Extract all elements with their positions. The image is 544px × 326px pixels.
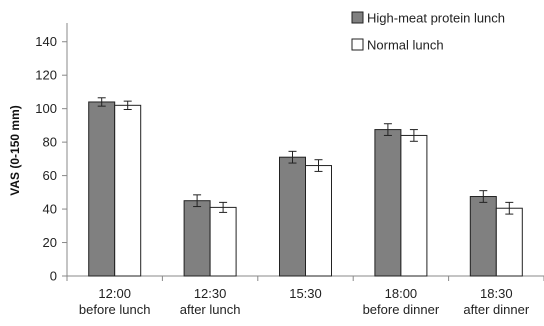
bar-normal — [495, 207, 523, 277]
legend-label: Normal lunch — [367, 38, 444, 53]
y-tick-label: 40 — [43, 202, 57, 217]
legend-label: High-meat protein lunch — [367, 11, 505, 26]
bar-normal — [400, 134, 428, 277]
y-tick-label: 20 — [43, 235, 57, 250]
x-tick-label: 18:00 — [385, 286, 418, 301]
y-axis: 0 20 40 60 80 100 120 140 — [35, 23, 68, 284]
x-tick-label: before lunch — [79, 302, 151, 317]
legend-swatch — [351, 11, 364, 24]
x-tick-label: 12:30 — [194, 286, 227, 301]
x-tick-label: 12:00 — [98, 286, 131, 301]
bar-high-meat — [183, 200, 211, 277]
y-axis-label: VAS (0-150 mm) — [8, 105, 22, 195]
y-tick-label: 60 — [43, 168, 57, 183]
x-tick-label: 15:30 — [289, 286, 322, 301]
bar-normal — [305, 165, 332, 277]
x-tick-label: after dinner — [463, 302, 529, 317]
x-tick-label: after lunch — [180, 302, 241, 317]
bar-high-meat — [88, 101, 116, 277]
bars — [88, 97, 523, 277]
y-tick-label: 120 — [35, 68, 57, 83]
bar-high-meat — [469, 196, 497, 277]
y-tick-label: 100 — [35, 101, 57, 116]
bar-high-meat — [374, 129, 402, 277]
bar-normal — [209, 206, 237, 277]
y-tick-label: 80 — [43, 135, 57, 150]
y-tick-label: 0 — [50, 269, 57, 284]
x-tick-label: before dinner — [363, 302, 440, 317]
legend-swatch — [351, 38, 364, 51]
bar-normal — [114, 104, 142, 277]
legend: High-meat protein lunch Normal lunch — [351, 11, 505, 53]
x-tick-label: 18:30 — [480, 286, 513, 301]
bar-high-meat — [279, 156, 306, 277]
y-tick-label: 140 — [35, 34, 57, 49]
